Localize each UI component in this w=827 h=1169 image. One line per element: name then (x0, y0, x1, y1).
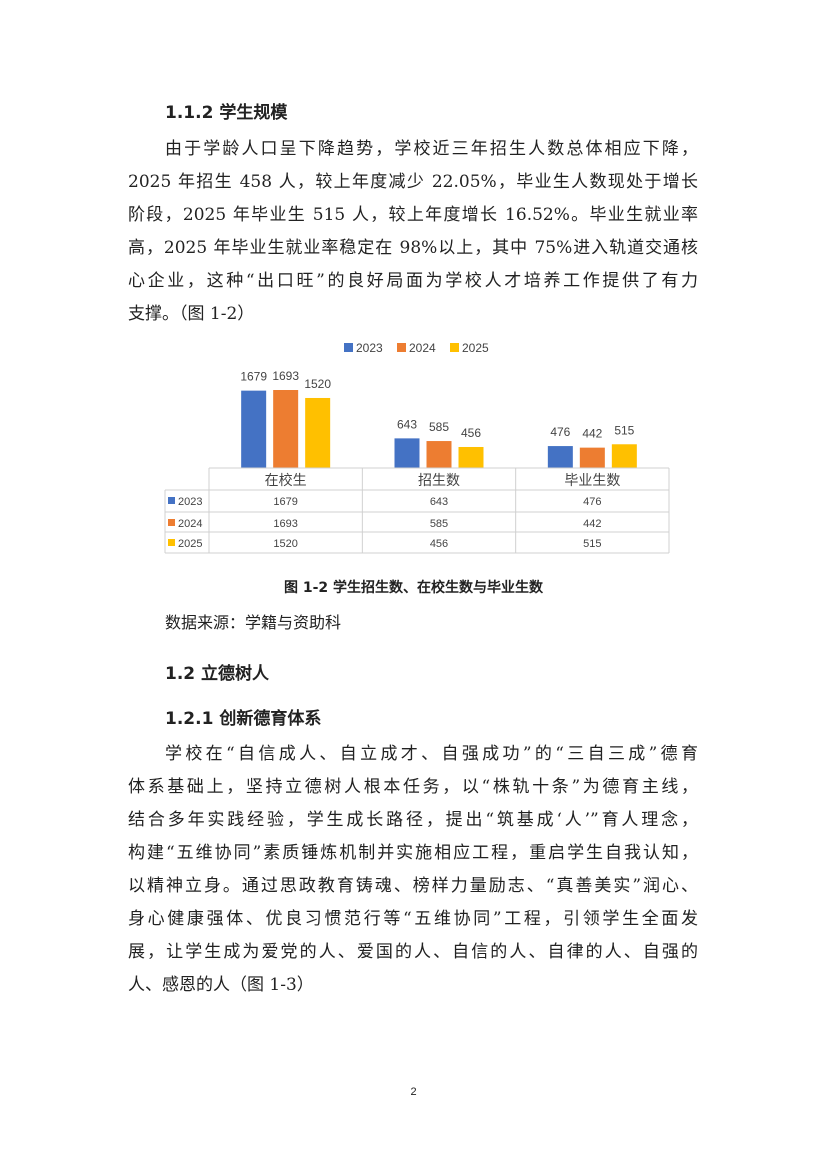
paragraph-line: 心企业，这种“出口旺”的良好局面为学校人才培养工作提供了有力 (128, 271, 698, 291)
heading-1-1-2: 1.1.2 学生规模 (165, 103, 288, 123)
bar-毕业生数-2024 (579, 447, 605, 468)
data-label: 643 (397, 417, 417, 431)
legend-swatch-2025 (450, 343, 459, 352)
table-cell: 1520 (273, 538, 297, 550)
data-label: 456 (461, 426, 481, 440)
data-label: 1693 (272, 369, 299, 383)
data-label: 515 (614, 423, 634, 437)
heading-1-2: 1.2 立德树人 (165, 664, 270, 684)
data-label: 585 (429, 420, 449, 434)
table-cell: 476 (583, 496, 601, 508)
page-number: 2 (410, 1086, 417, 1098)
bar-chart: 2023 2024 2025 1679 1693 1520 643 585 456 476 442 5… (164, 341, 670, 554)
legend-label-2023: 2023 (356, 341, 383, 355)
category-label: 毕业生数 (564, 472, 620, 488)
table-series-label: 2025 (178, 538, 202, 550)
table-cell: 456 (430, 538, 448, 550)
table-cell: 1679 (273, 496, 297, 508)
table-cell: 515 (583, 538, 601, 550)
bar-招生数-2025 (458, 446, 484, 468)
data-source: 数据来源：学籍与资助科 (165, 613, 342, 632)
table-legend-key-2024 (168, 519, 175, 526)
bar-在校生-2024 (273, 390, 299, 468)
paragraph-line: 构建“五维协同”素质锤炼机制并实施相应工程，重启学生自我认知， (128, 843, 698, 863)
heading-1-2-1: 1.2.1 创新德育体系 (165, 709, 322, 729)
bar-招生数-2024 (426, 441, 452, 468)
paragraph-line: 2025 年招生 458 人，较上年度减少 22.05%，毕业生人数现处于增长 (128, 172, 698, 192)
legend-label-2024: 2024 (409, 341, 436, 355)
table-series-label: 2024 (178, 518, 202, 530)
legend-label-2025: 2025 (462, 341, 489, 355)
paragraph-line: 以精神立身。通过思政教育铸魂、榜样力量励志、“真善美实”润心、 (128, 876, 698, 896)
bar-毕业生数-2025 (611, 444, 637, 468)
bar-在校生-2025 (305, 397, 331, 468)
paragraph-line: 体系基础上，坚持立德树人根本任务，以“株轨十条”为德育主线， (128, 777, 698, 797)
paragraph-line: 人、感恩的人（图 1-3） (128, 975, 314, 995)
table-legend-key-2025 (168, 539, 175, 546)
data-label: 442 (582, 427, 602, 441)
table-cell: 1693 (273, 518, 297, 530)
bar-毕业生数-2023 (547, 446, 573, 468)
bar-在校生-2023 (241, 390, 267, 468)
category-label: 招生数 (418, 472, 460, 488)
table-cell: 442 (583, 518, 601, 530)
table-series-label: 2023 (178, 496, 202, 508)
legend-swatch-2023 (344, 343, 353, 352)
paragraph-line: 高，2025 年毕业生就业率稳定在 98%以上，其中 75%进入轨道交通核 (128, 238, 698, 258)
paragraph-line: 阶段，2025 年毕业生 515 人，较上年度增长 16.52%。毕业生就业率 (128, 205, 698, 225)
legend-swatch-2024 (397, 343, 406, 352)
figure-caption: 图 1-2 学生招生数、在校生数与毕业生数 (283, 580, 544, 596)
data-label: 1520 (304, 377, 331, 391)
paragraph-line: 支撑。（图 1-2） (128, 304, 255, 324)
data-label: 476 (550, 425, 570, 439)
category-label: 在校生 (265, 472, 307, 488)
bar-招生数-2023 (394, 438, 420, 468)
data-label: 1679 (240, 370, 267, 384)
table-cell: 643 (430, 496, 448, 508)
paragraph-line: 展，让学生成为爱党的人、爱国的人、自信的人、自律的人、自强的 (128, 942, 698, 962)
paragraph-line: 由于学龄人口呈下降趋势，学校近三年招生人数总体相应下降， (165, 139, 698, 159)
paragraph-line: 身心健康强体、优良习惯范行等“五维协同”工程，引领学生全面发 (128, 909, 698, 929)
paragraph-line: 学校在“自信成人、自立成才、自强成功”的“三自三成”德育 (165, 744, 698, 764)
table-cell: 585 (430, 518, 448, 530)
paragraph-line: 结合多年实践经验，学生成长路径，提出“筑基成‘人’”育人理念， (128, 810, 698, 830)
table-legend-key-2023 (168, 497, 175, 504)
